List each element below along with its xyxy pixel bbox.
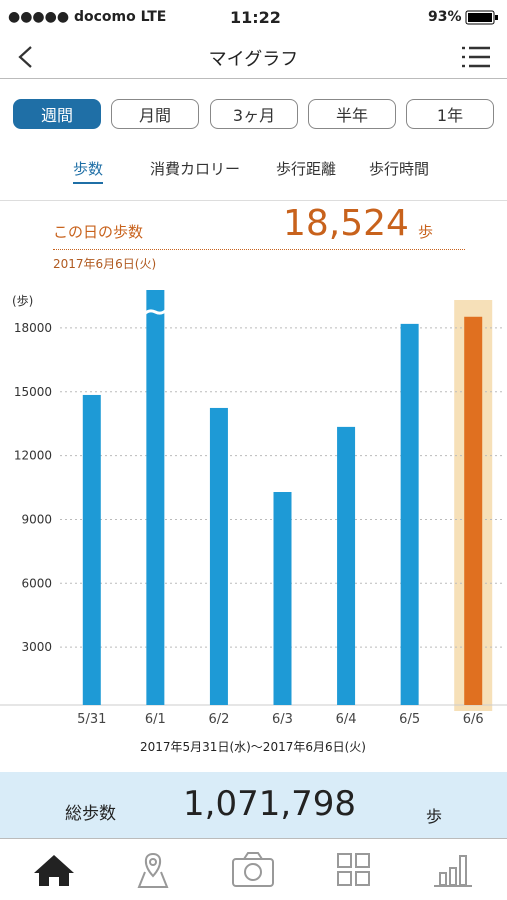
total-unit: 歩 <box>426 807 443 826</box>
divider <box>0 78 507 79</box>
x-tick-label: 6/6 <box>463 712 484 727</box>
period-tab[interactable]: 月間 <box>111 99 199 129</box>
x-tick-label: 6/5 <box>399 712 420 727</box>
range-label: 2017年5月31日(水)～2017年6月6日(火) <box>140 740 366 754</box>
map-tab[interactable] <box>137 852 169 888</box>
selected-value: 18,524 <box>283 203 409 244</box>
y-tick-label: 15000 <box>14 385 52 399</box>
x-tick-label: 6/1 <box>145 712 166 727</box>
bar <box>82 394 101 705</box>
bar <box>273 492 292 705</box>
metric-tab[interactable]: 歩行距離 <box>276 160 337 178</box>
x-tick-label: 5/31 <box>77 712 106 727</box>
bar <box>400 323 419 705</box>
period-tab[interactable]: 3ヶ月 <box>210 99 298 129</box>
divider <box>0 200 507 201</box>
carrier: ●●●●● docomo LTE <box>8 9 167 25</box>
y-tick-label: 18000 <box>14 321 52 335</box>
period-tab[interactable]: 週間 <box>13 99 101 129</box>
apps-tab[interactable] <box>337 853 370 886</box>
menu-button[interactable] <box>460 44 492 70</box>
period-tab[interactable]: 1年 <box>406 99 494 129</box>
dotted-rule <box>53 249 465 250</box>
selected-date: 2017年6月6日(火) <box>53 257 157 271</box>
total-panel <box>0 772 507 838</box>
y-tick-label: 9000 <box>21 512 52 526</box>
x-tick-label: 6/2 <box>208 712 229 727</box>
total-value: 1,071,798 <box>183 784 357 824</box>
battery: 93% <box>428 9 462 25</box>
bar <box>146 290 165 705</box>
bar <box>337 426 356 705</box>
battery-icon <box>465 10 498 25</box>
total-label: 総歩数 <box>65 804 116 824</box>
y-axis-label: (歩) <box>12 293 33 308</box>
axis-break <box>143 308 168 316</box>
selected-label: この日の歩数 <box>53 223 144 241</box>
x-tick-label: 6/4 <box>336 712 357 727</box>
divider <box>0 838 507 839</box>
header-title: マイグラフ <box>208 49 299 70</box>
metric-tab[interactable]: 消費カロリー <box>150 160 241 178</box>
bars <box>82 290 483 705</box>
graph-tab[interactable] <box>434 855 472 887</box>
selected-unit: 歩 <box>418 223 434 241</box>
bar <box>209 407 228 705</box>
y-tick-label: 12000 <box>14 449 52 463</box>
period-tab[interactable]: 半年 <box>308 99 396 129</box>
x-tick-label: 6/3 <box>272 712 293 727</box>
home-tab[interactable] <box>34 855 74 886</box>
camera-tab[interactable] <box>232 852 274 887</box>
metric-tab[interactable]: 歩数 <box>73 158 104 184</box>
metric-tab[interactable]: 歩行時間 <box>369 160 430 178</box>
back-button[interactable] <box>14 44 38 70</box>
bar <box>464 316 483 705</box>
clock: 11:22 <box>230 8 281 27</box>
y-tick-label: 6000 <box>21 576 52 590</box>
tab-bar <box>34 852 472 888</box>
chart: (歩) 3000 6000 9000 12000 15000 18000 5/31 6/1 6/… <box>0 290 507 754</box>
y-tick-label: 3000 <box>21 640 52 654</box>
